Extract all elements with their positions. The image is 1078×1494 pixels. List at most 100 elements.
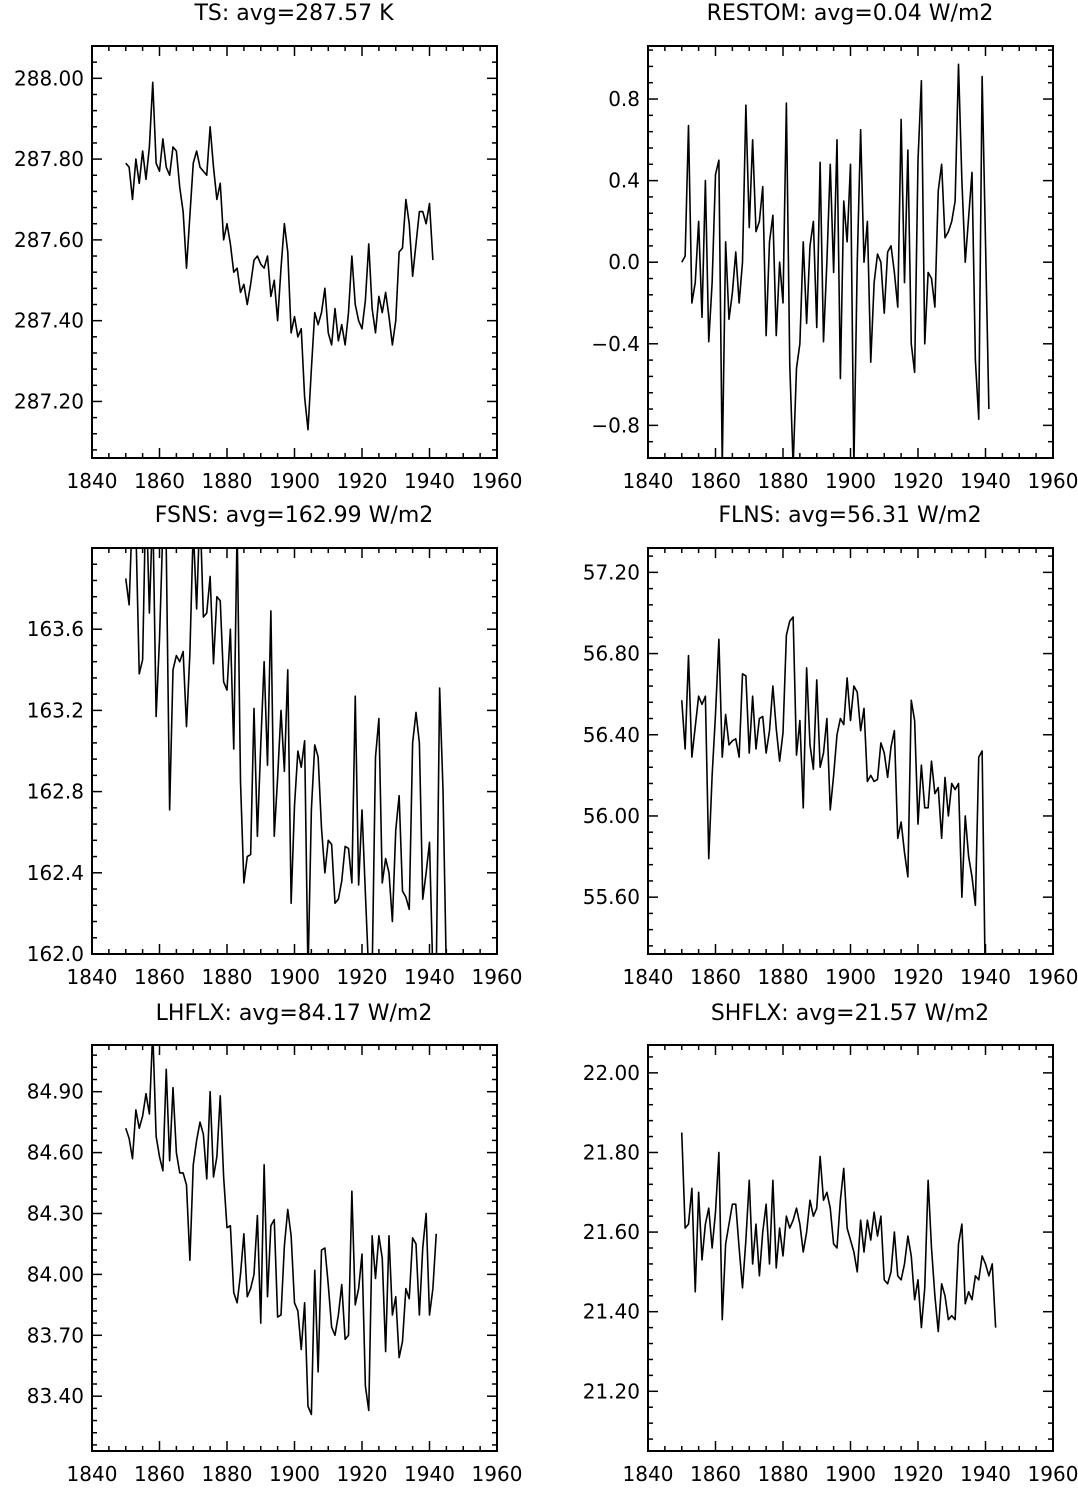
x-tick-label: 1840	[623, 1462, 674, 1486]
y-tick-label: 56.80	[583, 642, 640, 666]
x-tick-label: 1960	[1028, 965, 1078, 989]
x-tick-label: 1960	[1028, 1462, 1078, 1486]
x-tick-label: 1840	[623, 965, 674, 989]
panel-title: RESTOM: avg=0.04 W/m2	[707, 1, 994, 26]
y-tick-label: 84.90	[27, 1080, 84, 1104]
panel-flns: FLNS: avg=56.31 W/m2 1840 1860 1880 1900 192…	[583, 503, 1078, 989]
plot-area: 1840 1860 1880 1900 1920 1940 1960 21.20 21.40 21…	[583, 1044, 1078, 1486]
y-tick-label: 22.00	[583, 1061, 640, 1085]
x-tick-label: 1860	[690, 1462, 741, 1486]
plot-area: 1840 1860 1880 1900 1920 1940 1960 162.0 162.4 16…	[27, 547, 523, 989]
y-tick-label: 287.40	[14, 309, 84, 333]
y-tick-label: 55.60	[583, 885, 640, 909]
y-tick-label: 287.80	[14, 147, 84, 171]
y-tick-label: 287.60	[14, 228, 84, 252]
x-tick-label: 1880	[202, 1462, 253, 1486]
y-tick-label: 21.20	[583, 1379, 640, 1403]
y-tick-label: 84.30	[27, 1201, 84, 1225]
x-tick-label: 1840	[67, 469, 118, 493]
plot-area: 1840 1860 1880 1900 1920 1940 1960 −0.8 −0.4 0.0 0…	[591, 45, 1078, 493]
plot-frame	[647, 45, 1054, 459]
y-tick-label: 21.60	[583, 1220, 640, 1244]
y-tick-label: −0.4	[591, 332, 640, 356]
x-tick-label: 1860	[690, 965, 741, 989]
panel-fsns: FSNS: avg=162.99 W/m2 1840 1860 1880 1900 19…	[27, 503, 523, 989]
y-tick-label: 287.20	[14, 389, 84, 413]
x-tick-label: 1900	[825, 469, 876, 493]
x-tick-label: 1900	[269, 1462, 320, 1486]
series-line	[124, 1045, 438, 1416]
y-tick-label: 162.0	[27, 942, 84, 966]
plot-frame	[91, 45, 498, 459]
x-tick-label: 1860	[134, 965, 185, 989]
y-tick-label: 21.40	[583, 1300, 640, 1324]
x-tick-label: 1940	[404, 965, 455, 989]
series-line	[680, 616, 986, 954]
x-tick-label: 1920	[893, 1462, 944, 1486]
plot-area: 1840 1860 1880 1900 1920 1940 1960 83.40 83.70 84…	[27, 1044, 523, 1486]
plot-frame	[91, 1044, 498, 1452]
y-tick-label: 163.6	[27, 617, 84, 641]
panel-shflx: SHFLX: avg=21.57 W/m2 1840 1860 1880 1900 19…	[583, 1001, 1078, 1486]
y-tick-label: 21.80	[583, 1140, 640, 1164]
x-tick-label: 1900	[825, 1462, 876, 1486]
x-tick-label: 1940	[404, 469, 455, 493]
panel-title: TS: avg=287.57 K	[193, 1, 394, 26]
x-tick-label: 1900	[825, 965, 876, 989]
y-tick-label: 83.40	[27, 1384, 84, 1408]
series-line	[681, 63, 990, 458]
y-tick-label: 163.2	[27, 698, 84, 722]
panel-title: FLNS: avg=56.31 W/m2	[718, 503, 981, 528]
x-tick-label: 1880	[758, 469, 809, 493]
x-tick-label: 1840	[67, 1462, 118, 1486]
x-tick-label: 1940	[960, 469, 1011, 493]
x-tick-label: 1880	[202, 965, 253, 989]
series-line	[125, 81, 434, 431]
plot-frame	[91, 547, 498, 955]
x-tick-label: 1860	[690, 469, 741, 493]
x-tick-label: 1960	[472, 965, 523, 989]
y-tick-label: 56.00	[583, 804, 640, 828]
panel-ts: TS: avg=287.57 K 1840 1860 1880 1900 1920 194…	[14, 1, 522, 493]
panel-title: LHFLX: avg=84.17 W/m2	[156, 1001, 433, 1026]
y-tick-label: 0.4	[608, 169, 640, 193]
y-tick-label: 162.4	[27, 861, 84, 885]
x-tick-label: 1960	[1028, 469, 1078, 493]
y-tick-label: 288.00	[14, 66, 84, 90]
series-line	[124, 548, 447, 954]
x-tick-label: 1900	[269, 469, 320, 493]
plot-area: 1840 1860 1880 1900 1920 1940 1960 55.60 56.00 56…	[583, 547, 1078, 989]
panel-lhflx: LHFLX: avg=84.17 W/m2 1840 1860 1880 1900 19…	[27, 1001, 523, 1486]
x-tick-label: 1940	[960, 965, 1011, 989]
x-tick-label: 1960	[472, 1462, 523, 1486]
y-tick-label: 84.60	[27, 1141, 84, 1165]
y-tick-label: 57.20	[583, 560, 640, 584]
x-tick-label: 1920	[337, 469, 388, 493]
plot-frame	[647, 547, 1054, 955]
x-tick-label: 1860	[134, 469, 185, 493]
x-tick-label: 1880	[758, 1462, 809, 1486]
x-tick-label: 1920	[893, 965, 944, 989]
x-tick-label: 1840	[623, 469, 674, 493]
x-tick-label: 1920	[893, 469, 944, 493]
x-tick-label: 1940	[404, 1462, 455, 1486]
x-tick-label: 1940	[960, 1462, 1011, 1486]
x-tick-label: 1920	[337, 965, 388, 989]
x-tick-label: 1960	[472, 469, 523, 493]
x-tick-label: 1900	[269, 965, 320, 989]
panel-restom: RESTOM: avg=0.04 W/m2 1840 1860 1880 1900 19…	[591, 1, 1078, 493]
y-tick-label: 0.0	[608, 250, 640, 274]
x-tick-label: 1860	[134, 1462, 185, 1486]
x-tick-label: 1880	[758, 965, 809, 989]
y-tick-label: 56.40	[583, 723, 640, 747]
x-tick-label: 1880	[202, 469, 253, 493]
y-tick-label: 162.8	[27, 780, 84, 804]
panel-title: FSNS: avg=162.99 W/m2	[155, 503, 434, 528]
y-tick-label: 83.70	[27, 1323, 84, 1347]
x-tick-label: 1920	[337, 1462, 388, 1486]
plot-frame	[647, 1044, 1054, 1452]
y-tick-label: −0.8	[591, 413, 640, 437]
panel-title: SHFLX: avg=21.57 W/m2	[711, 1001, 989, 1026]
y-tick-label: 0.8	[608, 87, 640, 111]
